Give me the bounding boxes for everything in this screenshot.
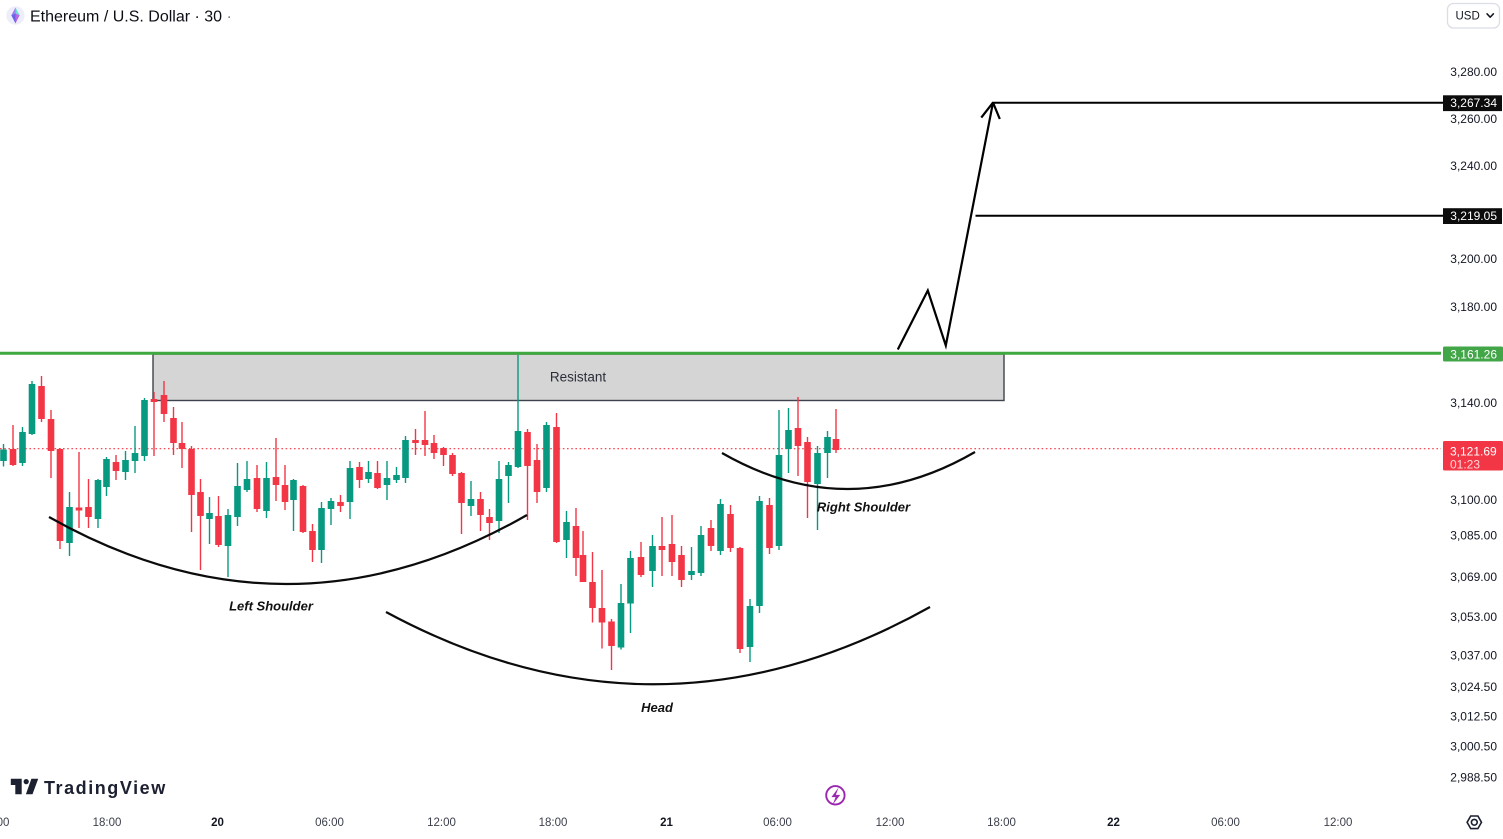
svg-text:3,024.50: 3,024.50 [1450, 680, 1497, 694]
svg-text:06:00: 06:00 [763, 817, 792, 829]
svg-text:3,140.00: 3,140.00 [1450, 396, 1497, 410]
svg-text:18:00: 18:00 [539, 817, 568, 829]
svg-text:Left Shoulder: Left Shoulder [229, 599, 314, 614]
svg-text:20: 20 [211, 817, 224, 829]
svg-text:Right Shoulder: Right Shoulder [817, 500, 911, 515]
svg-text:3,280.00: 3,280.00 [1450, 65, 1497, 79]
svg-text:3,260.00: 3,260.00 [1450, 112, 1497, 126]
svg-text:3,180.00: 3,180.00 [1450, 300, 1497, 314]
svg-text:01:23: 01:23 [1450, 457, 1480, 471]
svg-text:06:00: 06:00 [1211, 817, 1240, 829]
svg-text:TradingView: TradingView [44, 778, 167, 798]
svg-text:3,100.00: 3,100.00 [1450, 493, 1497, 507]
svg-text:3,240.00: 3,240.00 [1450, 159, 1497, 173]
svg-text:22: 22 [1107, 817, 1120, 829]
svg-text:3,121.69: 3,121.69 [1450, 444, 1497, 458]
svg-text:06:00: 06:00 [315, 817, 344, 829]
svg-text:3,085.00: 3,085.00 [1450, 528, 1497, 542]
svg-text:3,037.00: 3,037.00 [1450, 649, 1497, 663]
svg-text:3,012.50: 3,012.50 [1450, 710, 1497, 724]
svg-text:12:00: 12:00 [1324, 817, 1353, 829]
svg-text:2,988.50: 2,988.50 [1450, 770, 1497, 784]
svg-text:3,200.00: 3,200.00 [1450, 252, 1497, 266]
svg-text:3,161.26: 3,161.26 [1450, 347, 1497, 361]
svg-text:3,053.00: 3,053.00 [1450, 610, 1497, 624]
svg-text:3,000.50: 3,000.50 [1450, 739, 1497, 753]
svg-text:Head: Head [641, 700, 674, 715]
svg-text:USD: USD [1456, 11, 1480, 23]
svg-text:3,069.00: 3,069.00 [1450, 570, 1497, 584]
svg-text:18:00: 18:00 [93, 817, 122, 829]
svg-text:12:00: 12:00 [427, 817, 456, 829]
svg-text:21: 21 [660, 817, 673, 829]
svg-text:12:00: 12:00 [876, 817, 905, 829]
svg-text:Ethereum / U.S. Dollar · 30 ·: Ethereum / U.S. Dollar · 30 · [30, 9, 232, 26]
svg-text:18:00: 18:00 [987, 817, 1016, 829]
svg-text:3,219.05: 3,219.05 [1450, 209, 1497, 223]
svg-text:3,267.34: 3,267.34 [1450, 96, 1497, 110]
svg-text:00: 00 [0, 817, 9, 829]
svg-text:Resistant: Resistant [550, 370, 607, 385]
